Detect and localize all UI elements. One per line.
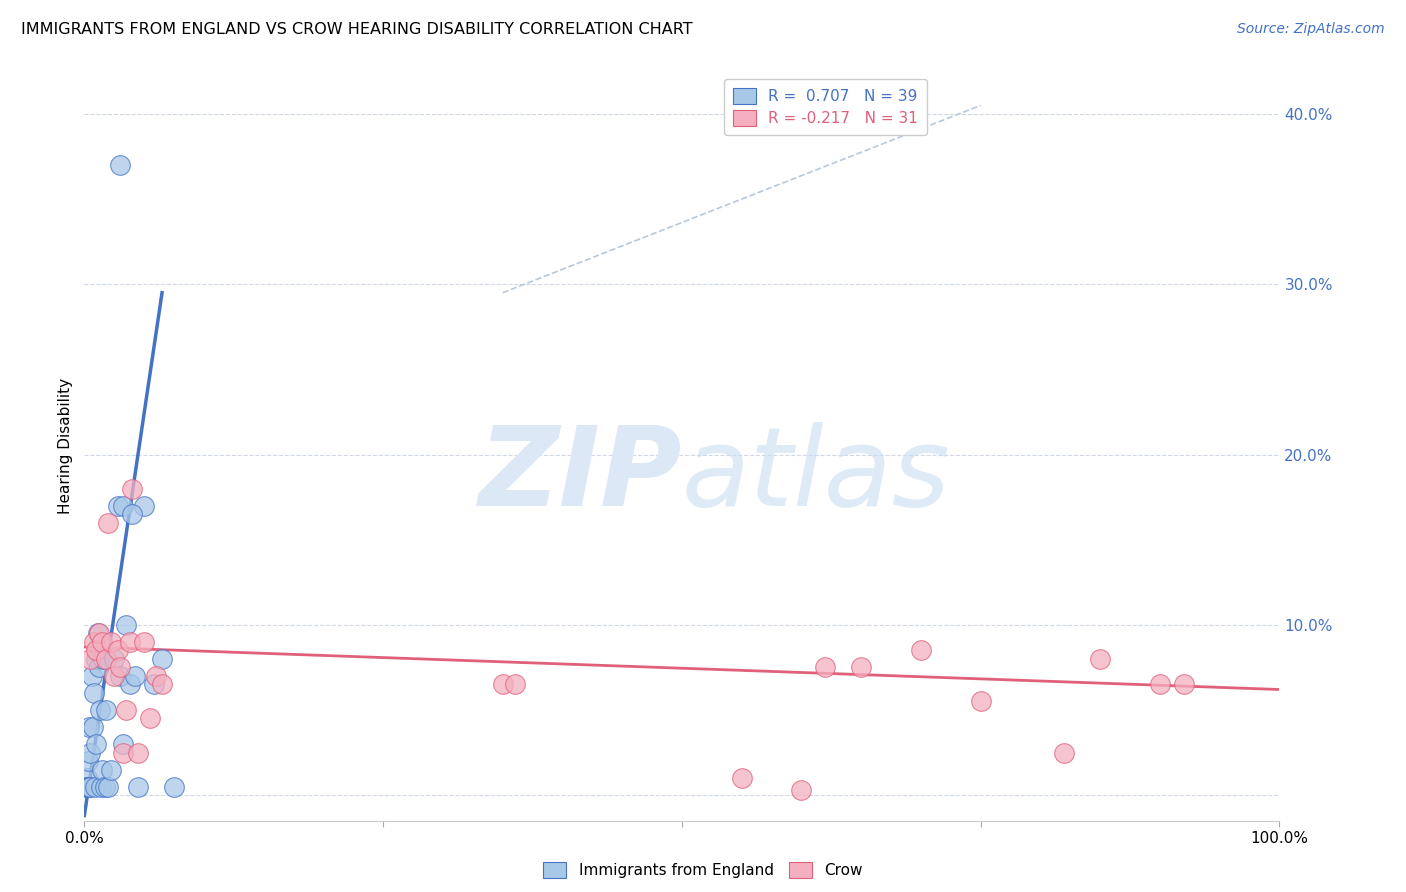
- Point: [110, 660, 132, 674]
- Point: [107, 643, 129, 657]
- Point: [100, 763, 122, 777]
- Point: [163, 780, 186, 794]
- Point: [94, 652, 117, 666]
- Point: [503, 677, 526, 691]
- Point: [86, 626, 108, 640]
- Point: [93, 780, 115, 794]
- Point: [115, 617, 138, 632]
- Point: [121, 482, 143, 496]
- Point: [118, 635, 141, 649]
- Legend: Immigrants from England, Crow: Immigrants from England, Crow: [537, 856, 869, 884]
- Point: [127, 746, 149, 760]
- Point: [77, 780, 100, 794]
- Point: [86, 652, 108, 666]
- Point: [79, 652, 101, 666]
- Point: [1090, 652, 1112, 666]
- Point: [87, 660, 110, 674]
- Point: [107, 499, 129, 513]
- Point: [731, 771, 754, 785]
- Point: [110, 669, 132, 683]
- Point: [89, 703, 111, 717]
- Point: [132, 635, 156, 649]
- Point: [139, 711, 162, 725]
- Point: [75, 780, 97, 794]
- Point: [97, 780, 120, 794]
- Point: [111, 499, 134, 513]
- Point: [121, 507, 143, 521]
- Point: [150, 652, 173, 666]
- Point: [84, 780, 107, 794]
- Point: [86, 737, 108, 751]
- Point: [94, 703, 117, 717]
- Text: IMMIGRANTS FROM ENGLAND VS CROW HEARING DISABILITY CORRELATION CHART: IMMIGRANTS FROM ENGLAND VS CROW HEARING …: [21, 22, 693, 37]
- Point: [115, 703, 138, 717]
- Point: [76, 771, 98, 785]
- Text: ZIP: ZIP: [478, 423, 682, 530]
- Point: [79, 780, 101, 794]
- Point: [118, 677, 141, 691]
- Point: [1053, 746, 1076, 760]
- Point: [76, 780, 98, 794]
- Point: [77, 754, 100, 768]
- Point: [83, 635, 105, 649]
- Point: [790, 783, 813, 797]
- Point: [124, 669, 146, 683]
- Point: [91, 635, 114, 649]
- Point: [150, 677, 173, 691]
- Point: [91, 763, 114, 777]
- Point: [87, 626, 110, 640]
- Point: [77, 780, 100, 794]
- Point: [103, 669, 125, 683]
- Point: [1149, 677, 1171, 691]
- Text: Source: ZipAtlas.com: Source: ZipAtlas.com: [1237, 22, 1385, 37]
- Point: [100, 635, 122, 649]
- Point: [814, 660, 837, 674]
- Point: [83, 686, 105, 700]
- Point: [103, 652, 125, 666]
- Point: [77, 720, 100, 734]
- Text: atlas: atlas: [682, 423, 950, 530]
- Point: [492, 677, 515, 691]
- Point: [970, 694, 993, 708]
- Point: [910, 643, 932, 657]
- Point: [93, 652, 115, 666]
- Point: [111, 737, 134, 751]
- Point: [851, 660, 873, 674]
- Point: [82, 720, 104, 734]
- Point: [97, 516, 120, 530]
- Point: [145, 669, 167, 683]
- Point: [110, 158, 132, 172]
- Point: [79, 746, 101, 760]
- Legend: R =  0.707   N = 39, R = -0.217   N = 31: R = 0.707 N = 39, R = -0.217 N = 31: [724, 79, 927, 136]
- Point: [80, 669, 103, 683]
- Point: [1173, 677, 1195, 691]
- Y-axis label: Hearing Disability: Hearing Disability: [58, 378, 73, 514]
- Point: [132, 499, 156, 513]
- Point: [111, 746, 134, 760]
- Point: [90, 780, 112, 794]
- Point: [142, 677, 165, 691]
- Point: [86, 643, 108, 657]
- Point: [127, 780, 149, 794]
